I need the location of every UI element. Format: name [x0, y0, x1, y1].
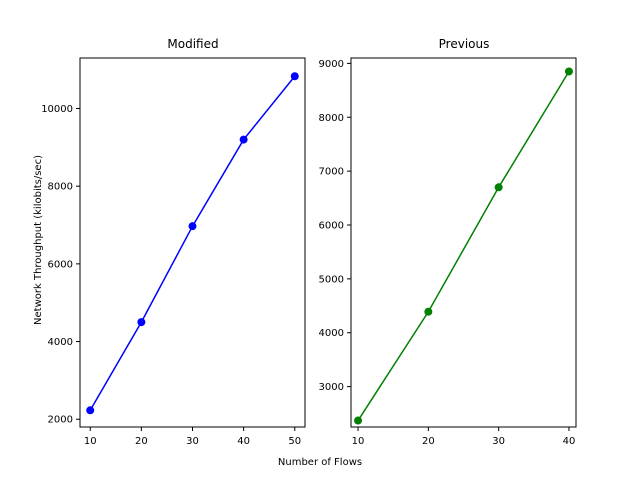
x-tick-label: 30 — [492, 436, 505, 447]
data-point — [239, 135, 248, 144]
modified-series — [86, 72, 299, 415]
x-tick-label: 40 — [237, 436, 250, 447]
x-tick-label: 10 — [84, 436, 97, 447]
subplot-title: Previous — [439, 37, 490, 51]
x-tick-label: 10 — [352, 436, 365, 447]
x-tick-label: 40 — [563, 436, 576, 447]
y-tick-label: 5000 — [319, 274, 344, 285]
subplot-modified: Modified 10 20 30 40 50 2000 4000 6000 8000 10000 — [41, 37, 306, 447]
x-axis-label: Number of Flows — [278, 457, 362, 468]
y-tick-label: 8000 — [48, 182, 73, 193]
x-tick-label: 20 — [422, 436, 435, 447]
x-tick-label: 30 — [186, 436, 199, 447]
x-tick-label: 20 — [135, 436, 148, 447]
data-point — [354, 416, 363, 425]
data-point — [564, 67, 573, 76]
y-axis-label: Network Throughput (kilobits/sec) — [33, 155, 44, 325]
previous-ticks: 10 20 30 40 3000 4000 5000 6000 7000 8000 9000 — [319, 59, 576, 447]
series-line — [357, 71, 570, 421]
modified-ticks: 10 20 30 40 50 2000 4000 6000 8000 10000 — [41, 104, 301, 447]
data-point — [494, 183, 503, 192]
data-point — [86, 406, 95, 415]
x-tick-label: 50 — [288, 436, 301, 447]
y-tick-label: 2000 — [48, 415, 73, 426]
y-tick-label: 6000 — [48, 259, 73, 270]
y-tick-label: 4000 — [48, 337, 73, 348]
y-tick-label: 3000 — [319, 382, 344, 393]
subplot-previous: Previous 10 20 30 40 3000 4000 5000 6000 7000 800… — [319, 37, 577, 447]
previous-series — [354, 67, 573, 425]
y-tick-label: 9000 — [319, 59, 344, 70]
modified-axes-frame — [79, 57, 306, 428]
y-tick-label: 7000 — [319, 167, 344, 178]
data-point — [188, 222, 197, 231]
data-point — [290, 72, 299, 81]
previous-axes-frame — [350, 57, 577, 428]
subplot-title: Modified — [167, 37, 218, 51]
data-point — [137, 318, 146, 327]
y-tick-label: 6000 — [319, 220, 344, 231]
y-tick-label: 4000 — [319, 328, 344, 339]
data-point — [424, 307, 433, 316]
y-tick-label: 10000 — [41, 104, 73, 115]
y-tick-label: 8000 — [319, 113, 344, 124]
